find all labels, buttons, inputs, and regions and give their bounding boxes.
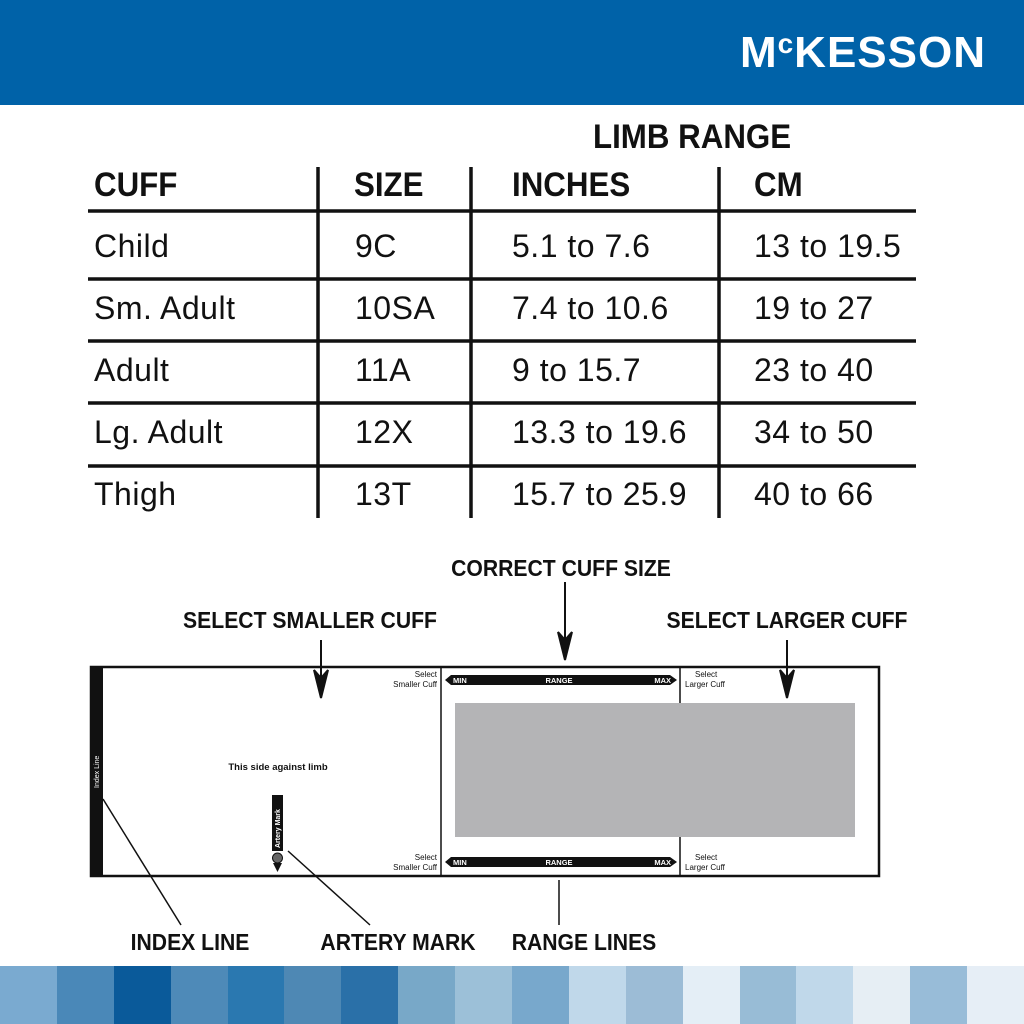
color-swatch — [0, 966, 57, 1024]
color-swatch — [568, 966, 626, 1024]
artery-mark-bar — [272, 795, 283, 851]
color-swatch — [113, 966, 171, 1024]
max-text: MAX — [654, 858, 671, 867]
color-swatch — [910, 966, 968, 1024]
table-cell: 9C — [355, 228, 397, 264]
logo-rest: KESSON — [794, 28, 986, 77]
color-swatch — [455, 966, 513, 1024]
table-cell: 7.4 to 10.6 — [512, 290, 669, 326]
larger-cuff-text: Larger Cuff — [685, 863, 726, 872]
arrow-down-icon — [313, 669, 329, 699]
cuff-diagram: Index Line This side against limb Artery… — [89, 665, 881, 878]
table-cell: Adult — [94, 352, 170, 388]
color-swatch — [625, 966, 683, 1024]
table-cell: 13 to 19.5 — [754, 228, 902, 264]
arrow-down-icon — [779, 669, 795, 699]
min-text: MIN — [453, 676, 467, 685]
cuff-fill-area — [455, 703, 855, 837]
table-cell: 9 to 15.7 — [512, 352, 642, 388]
select-text: Select — [695, 670, 718, 679]
color-swatch — [398, 966, 456, 1024]
color-swatch — [512, 966, 569, 1024]
max-text: MAX — [654, 676, 671, 685]
color-swatch — [853, 966, 911, 1024]
col-size: SIZE — [354, 166, 424, 204]
range-lines-label: RANGE LINES — [511, 929, 657, 955]
mckesson-logo: McKESSON — [740, 28, 986, 78]
smaller-cuff-text: Smaller Cuff — [393, 680, 438, 689]
color-swatch — [284, 966, 342, 1024]
table-cell: 15.7 to 25.9 — [512, 476, 688, 512]
table-cell: Sm. Adult — [94, 290, 236, 326]
select-text: Select — [415, 670, 438, 679]
table-cell: 10SA — [355, 290, 436, 326]
decorative-color-strip — [0, 966, 1024, 1024]
artery-mark-text: Artery Mark — [275, 809, 282, 848]
color-swatch — [227, 966, 285, 1024]
index-line-bar — [91, 667, 103, 876]
arrow-down-icon — [557, 631, 573, 661]
table-cell: 12X — [355, 414, 414, 450]
table-cell: 23 to 40 — [754, 352, 874, 388]
range-text: RANGE — [545, 858, 572, 867]
select-text: Select — [695, 853, 718, 862]
color-swatch — [967, 966, 1024, 1024]
select-larger-cuff-label: SELECT LARGER CUFF — [666, 607, 908, 633]
artery-mark-symbol-icon — [272, 852, 283, 864]
table-cell: 34 to 50 — [754, 414, 874, 450]
limb-side-text: This side against limb — [228, 762, 327, 773]
table-cell: 40 to 66 — [754, 476, 874, 512]
table-cell: Lg. Adult — [94, 414, 224, 450]
limb-range-header: LIMB RANGE — [593, 118, 792, 156]
table-cell: Child — [94, 228, 170, 264]
table-cell: 5.1 to 7.6 — [512, 228, 651, 264]
table-cell: 19 to 27 — [754, 290, 874, 326]
range-text: RANGE — [545, 676, 572, 685]
smaller-cuff-text: Smaller Cuff — [393, 863, 438, 872]
brand-header: McKESSON — [0, 0, 1024, 105]
color-swatch — [739, 966, 797, 1024]
table-cell: 11A — [355, 352, 412, 388]
table-cell: Thigh — [94, 476, 177, 512]
range-bar-bottom: MIN RANGE MAX — [445, 857, 677, 867]
color-swatch — [56, 966, 114, 1024]
correct-cuff-size-label: CORRECT CUFF SIZE — [451, 555, 671, 581]
col-cm: CM — [754, 166, 803, 204]
logo-m: M — [739, 28, 778, 77]
col-cuff: CUFF — [94, 166, 178, 204]
artery-mark-label: ARTERY MARK — [320, 929, 476, 955]
range-bar-top: MIN RANGE MAX — [445, 675, 677, 685]
col-inches: INCHES — [512, 166, 631, 204]
color-swatch — [341, 966, 399, 1024]
index-line-label: INDEX LINE — [130, 929, 250, 955]
color-swatch — [796, 966, 854, 1024]
min-text: MIN — [453, 858, 467, 867]
select-smaller-cuff-label: SELECT SMALLER CUFF — [183, 607, 437, 633]
table-cell: 13.3 to 19.6 — [512, 414, 688, 450]
index-line-text: Index Line — [94, 756, 101, 788]
color-swatch — [682, 966, 740, 1024]
color-swatch — [170, 966, 228, 1024]
table-cell: 13T — [355, 476, 412, 512]
select-text: Select — [415, 853, 438, 862]
logo-c: c — [777, 28, 795, 59]
larger-cuff-text: Larger Cuff — [685, 680, 726, 689]
